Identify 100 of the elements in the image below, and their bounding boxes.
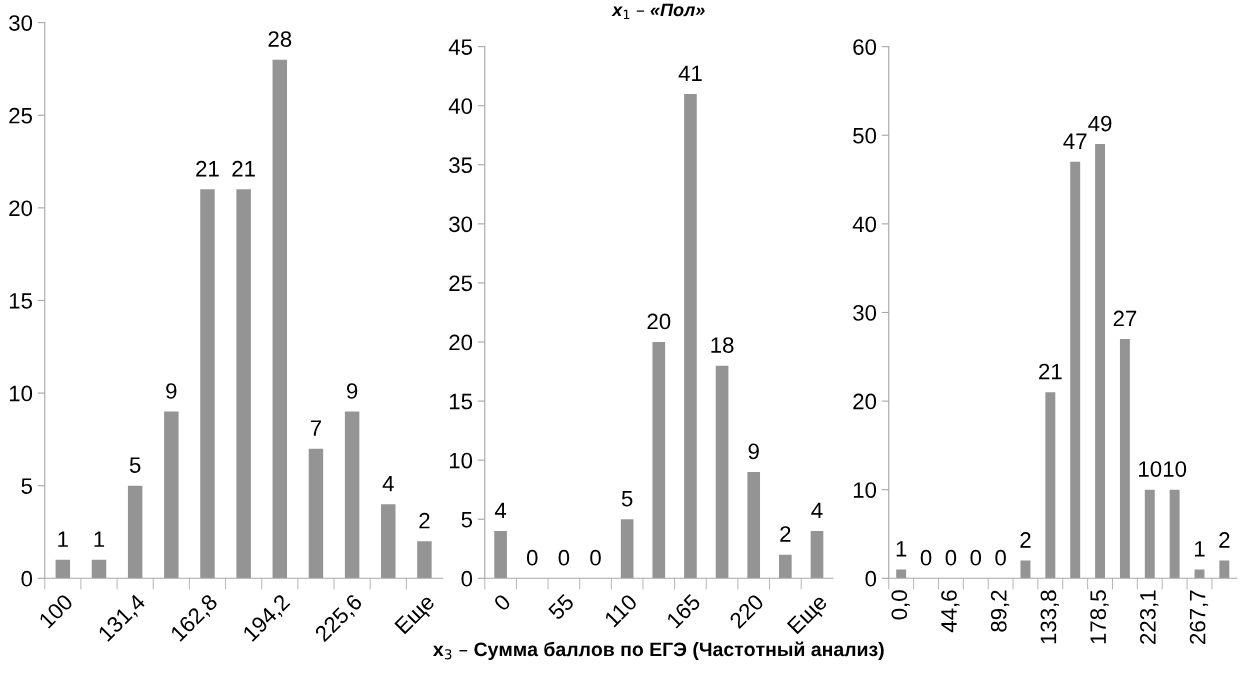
bar [200,189,215,579]
data-label: 9 [748,443,759,460]
data-label: 9 [166,383,177,399]
data-label: 4 [811,502,823,519]
bar [1119,339,1130,579]
data-label: 0 [945,549,957,566]
data-label: 0 [970,549,982,566]
y-tick-label: 45 [448,39,473,55]
y-tick-label: 0 [865,570,877,587]
bar [344,411,360,579]
y-tick-label: 10 [9,385,33,402]
data-label: 0 [558,549,570,566]
bar [55,559,71,579]
bar [810,531,824,579]
y-tick-label: 20 [853,393,877,410]
data-label: 4 [382,475,394,492]
y-tick-label: 10 [449,452,473,469]
data-label: 5 [129,457,141,473]
data-label: 0 [526,549,538,566]
bar [715,365,729,579]
data-label: 1 [896,541,907,557]
x-tick-label: 223,1 [1140,590,1159,644]
data-label: 0 [590,549,601,566]
x-tick-label: 133,8 [1040,590,1059,644]
y-tick-label: 30 [853,305,877,321]
bar [620,519,634,579]
x-axis-title: x$_{3}$ – Сумма баллов по ЕГЭ (Частотный анализ) [432,641,884,661]
data-label: 49 [1088,115,1112,132]
data-label: 41 [678,65,702,81]
data-label: 1 [94,531,105,547]
data-label: 2 [419,512,430,529]
bar [896,569,907,579]
bar [272,59,288,579]
x-tick-label: 55 [547,593,575,621]
bar [127,485,143,579]
x-tick-label: 0,0 [891,590,910,620]
data-label: 9 [346,383,358,399]
bar [164,411,179,579]
y-tick-label: 20 [9,200,33,217]
bar [1144,489,1155,579]
data-label: 2 [1219,532,1230,548]
y-tick-label: 30 [9,15,33,31]
data-label: 21 [232,160,255,177]
data-label: 10 [1139,461,1162,477]
data-label: 0 [995,549,1006,566]
data-label: 21 [1039,363,1062,380]
y-tick-label: 35 [449,157,473,174]
y-tick-label: 15 [449,393,473,410]
bar [1219,560,1230,579]
bar [779,554,792,579]
x-tick-label: 178,5 [1090,590,1109,644]
y-tick-label: 50 [853,127,877,144]
x-tick-label: 44,6 [941,590,960,633]
bar [91,559,107,579]
x-tick-label: Еще [786,593,831,638]
y-tick-label: 15 [9,293,33,309]
x-tick-label: 89,2 [990,590,1010,632]
bar [1095,144,1106,579]
y-tick-label: 40 [448,98,473,114]
x-tick-label: 0 [492,593,512,612]
bar [1169,489,1180,579]
data-label: 27 [1113,310,1137,327]
data-label: 10 [1163,461,1187,477]
data-label: 0 [920,549,932,566]
bar [381,504,396,579]
y-tick-label: 60 [853,39,877,55]
bar [417,541,432,579]
bar [652,342,666,579]
y-tick-label: 5 [21,478,33,494]
x-tick-label: 100 [38,593,74,629]
x-tick-label: 220 [728,593,765,630]
y-tick-label: 40 [852,216,877,233]
data-label: 20 [647,313,671,330]
bar [747,471,761,579]
bar [1045,392,1056,579]
data-label: 21 [196,160,219,177]
y-tick-label: 20 [449,334,473,351]
y-tick-label: 0 [461,570,473,587]
data-label: 1 [58,531,68,547]
data-label: 1 [1195,541,1205,557]
y-tick-label: 25 [449,275,473,292]
data-label: 47 [1063,133,1087,149]
bar [308,448,324,579]
x-tick-label: 267,7 [1189,590,1209,644]
x-tick-label: 165 [665,593,702,629]
data-label: 5 [621,490,633,507]
data-label: 7 [310,420,322,436]
data-label: 18 [711,337,734,353]
data-label: 28 [268,31,292,47]
x-tick-label: 110 [603,593,639,628]
bar [684,93,697,579]
y-tick-label: 10 [853,482,877,498]
data-label: 4 [494,502,507,519]
bar [494,531,507,579]
y-tick-label: 5 [461,511,473,528]
bar [1194,569,1205,579]
data-label: 2 [780,526,791,542]
x-tick-label: Еще [394,593,439,638]
chart-title: x$_{1}$ – «Пол» [611,3,705,20]
data-label: 2 [1020,532,1031,548]
